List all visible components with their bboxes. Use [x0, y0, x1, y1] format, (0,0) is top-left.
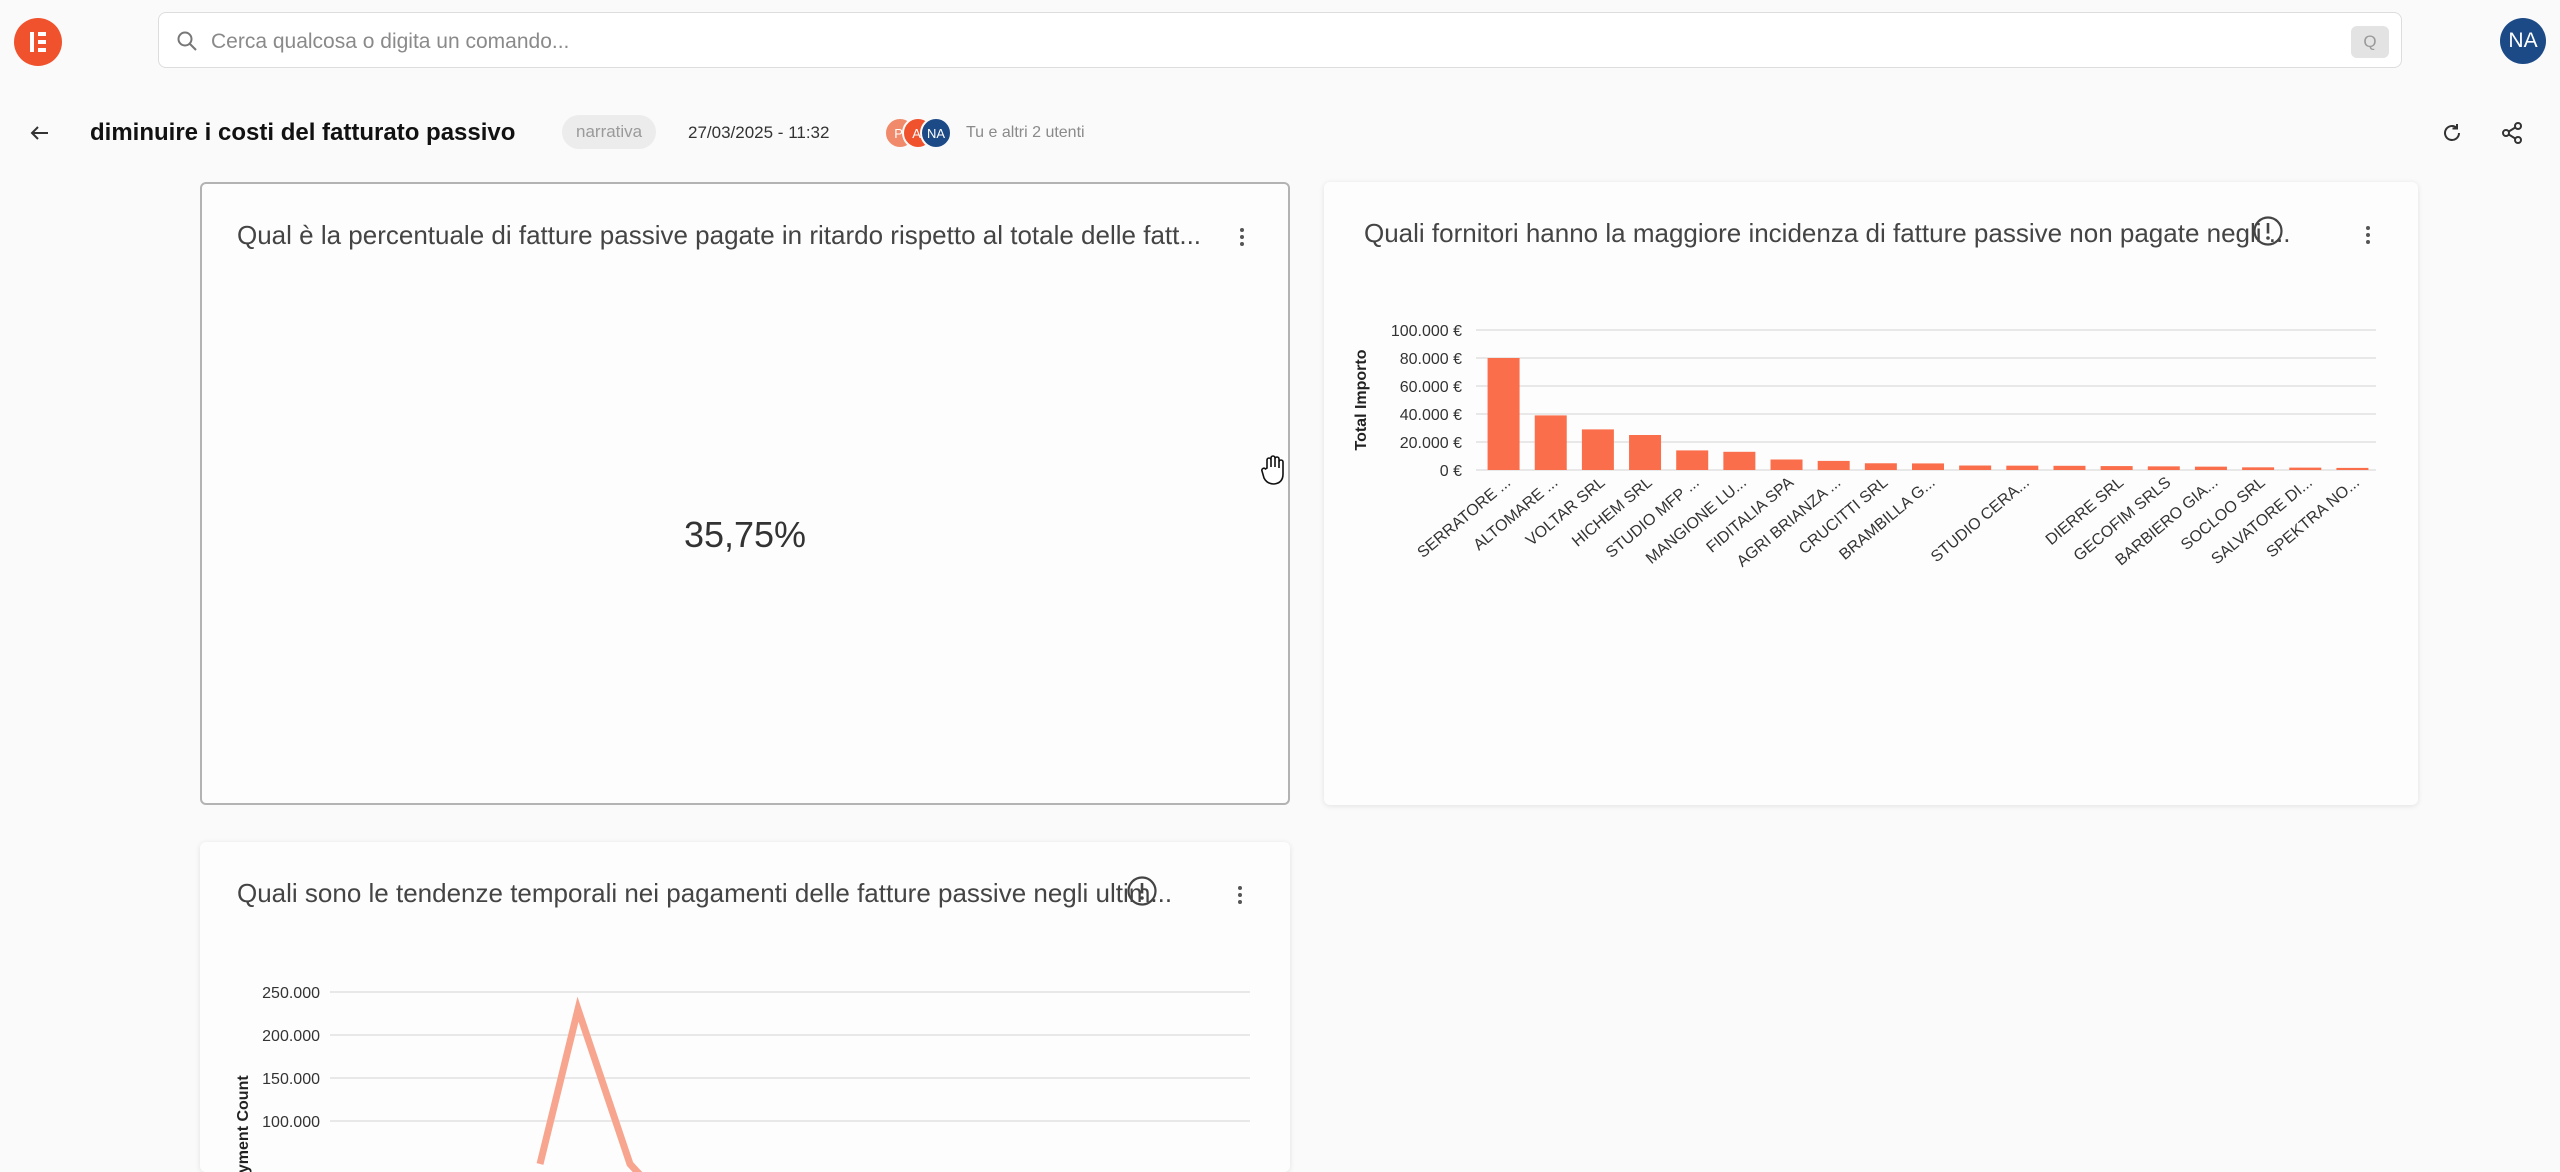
user-avatar[interactable]: NA [2500, 18, 2546, 64]
bar-chart: 100.000 € 80.000 € 60.000 € 40.000 € 20.000 … [1324, 302, 2418, 762]
page-title: diminuire i costi del fatturato passivo [90, 119, 515, 147]
y-tick-label: 150.000 [262, 1071, 320, 1088]
bar [1629, 435, 1661, 470]
x-tick-label: HICHEM SRL [1569, 474, 1656, 551]
timestamp: 27/03/2025 - 11:32 [688, 123, 829, 143]
bar [1582, 429, 1614, 470]
bar [2242, 467, 2274, 470]
x-tick-label: STUDIO CERA... [1928, 474, 2033, 566]
bar [1865, 463, 1897, 470]
y-tick-label: 60.000 € [1400, 379, 1462, 396]
avatar: NA [920, 117, 952, 149]
line-chart-card[interactable]: Quali sono le tendenze temporali nei pag… [200, 842, 1290, 1172]
more-options-icon[interactable] [2356, 220, 2380, 250]
y-tick-label: 40.000 € [1400, 407, 1462, 424]
narrative-tag: narrativa [562, 115, 656, 149]
y-tick-label: 250.000 [262, 985, 320, 1002]
bar [1912, 463, 1944, 470]
x-tick-label: DIERRE SRL [2043, 474, 2128, 549]
y-tick-label: 20.000 € [1400, 435, 1462, 452]
y-tick-label: 100.000 [262, 1114, 320, 1131]
bar [2053, 466, 2085, 470]
bar [2195, 467, 2227, 470]
back-arrow-icon[interactable] [26, 119, 54, 147]
y-tick-label: 0 € [1440, 463, 1462, 480]
bar [1488, 358, 1520, 470]
search-shortcut-badge: Q [2351, 26, 2389, 58]
top-bar: Cerca qualcosa o digita un comando... Q … [0, 0, 2560, 80]
hand-cursor-icon [1258, 454, 1288, 486]
x-tick-label: ALTOMARE ... [1470, 474, 1561, 554]
page-header: diminuire i costi del fatturato passivo … [0, 105, 2560, 161]
search-bar[interactable]: Cerca qualcosa o digita un comando... Q [158, 12, 2402, 68]
search-icon [175, 29, 199, 53]
kpi-value: 35,75% [202, 514, 1288, 556]
bar [1959, 466, 1991, 470]
shared-users-text: Tu e altri 2 utenti [966, 124, 1085, 142]
line-chart: 250.000 200.000 150.000 100.000 ayment Count [200, 972, 1290, 1172]
y-tick-label: 80.000 € [1400, 351, 1462, 368]
y-tick-label: 200.000 [262, 1028, 320, 1045]
refresh-icon[interactable] [2440, 121, 2464, 145]
search-input[interactable]: Cerca qualcosa o digita un comando... [211, 30, 569, 54]
card-title: Qual è la percentuale di fatture passive… [237, 220, 1201, 251]
y-tick-label: 100.000 € [1391, 323, 1462, 340]
bar [2336, 468, 2368, 470]
bar [2148, 466, 2180, 470]
bar [2289, 468, 2321, 470]
bar [1818, 461, 1850, 470]
bar [1771, 460, 1803, 471]
bar [2101, 466, 2133, 470]
kpi-card[interactable]: Qual è la percentuale di fatture passive… [200, 182, 1290, 805]
warning-icon[interactable] [2252, 215, 2284, 247]
y-axis-label: Total Importo [1353, 349, 1370, 450]
y-axis-label: ayment Count [235, 1075, 252, 1172]
bar [1676, 450, 1708, 470]
bar [1535, 415, 1567, 470]
more-options-icon[interactable] [1228, 880, 1252, 910]
collaborator-avatars[interactable]: Pi Al NA [884, 117, 974, 149]
bar-chart-card[interactable]: Quali fornitori hanno la maggiore incide… [1324, 182, 2418, 805]
card-title: Quali sono le tendenze temporali nei pag… [237, 878, 1172, 909]
warning-icon[interactable] [1126, 875, 1158, 907]
bar [1723, 452, 1755, 470]
card-title: Quali fornitori hanno la maggiore incide… [1364, 218, 2290, 249]
bar [2006, 466, 2038, 470]
app-logo-icon[interactable] [14, 18, 62, 66]
share-icon[interactable] [2500, 121, 2524, 145]
more-options-icon[interactable] [1230, 222, 1254, 252]
series-line [540, 1009, 670, 1172]
